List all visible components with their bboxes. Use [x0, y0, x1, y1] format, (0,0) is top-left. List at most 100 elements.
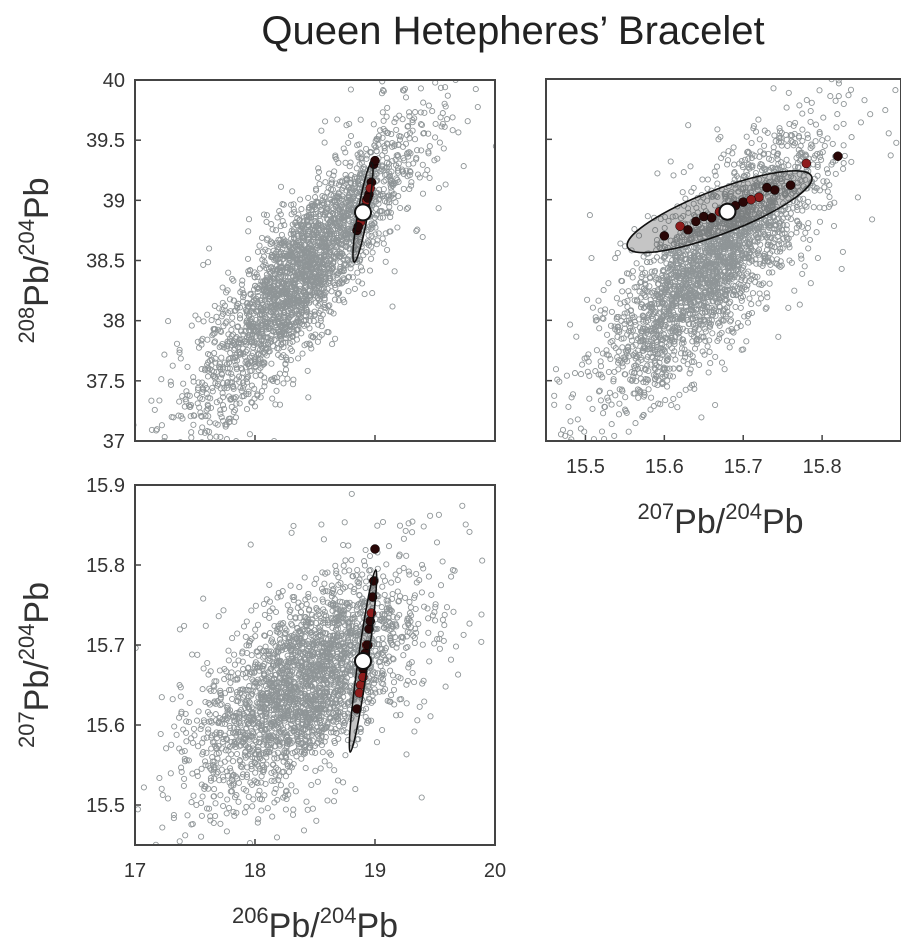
- cloud-point: [641, 280, 648, 287]
- cloud-point: [720, 151, 727, 158]
- cloud-point: [775, 333, 782, 340]
- cloud-point: [589, 405, 596, 412]
- cloud-point: [403, 167, 410, 174]
- cloud-point: [693, 313, 700, 320]
- cloud-point: [807, 179, 814, 187]
- sample-point: [370, 155, 380, 166]
- cloud-point: [636, 351, 643, 358]
- cloud-point: [699, 348, 706, 355]
- cloud-point: [313, 255, 320, 262]
- cloud-point: [198, 366, 205, 373]
- cloud-point: [812, 138, 819, 145]
- cloud-point: [204, 405, 211, 412]
- cloud-point: [388, 131, 395, 138]
- cloud-point: [670, 395, 677, 402]
- cloud-point: [205, 367, 212, 374]
- cloud-point: [623, 409, 630, 416]
- cloud-point: [388, 168, 395, 175]
- cloud-point: [492, 143, 495, 150]
- cloud-point: [758, 281, 765, 289]
- cloud-point: [420, 99, 427, 106]
- cloud-point: [268, 290, 275, 297]
- cloud-point: [275, 236, 282, 243]
- cloud-point: [685, 122, 692, 129]
- cloud-point: [665, 307, 672, 314]
- cloud-point: [722, 292, 730, 300]
- cloud-point: [638, 284, 645, 291]
- y-tick-label: 37: [103, 431, 125, 453]
- cloud-point: [765, 269, 773, 276]
- cloud-point: [593, 347, 600, 354]
- cloud-point: [764, 129, 771, 136]
- cloud-point: [188, 429, 195, 436]
- cloud-point: [245, 271, 253, 278]
- cloud-point: [893, 139, 900, 146]
- cloud-point: [811, 184, 818, 191]
- cloud-point: [738, 297, 745, 304]
- cloud-point: [378, 166, 385, 173]
- cloud-point: [290, 206, 297, 213]
- cloud-point: [764, 241, 771, 248]
- cloud-point: [672, 356, 679, 363]
- cloud-point: [748, 215, 755, 222]
- cloud-point: [748, 139, 755, 147]
- chart-title: Queen Hetepheres’ Bracelet: [261, 9, 764, 53]
- cloud-point: [750, 122, 757, 130]
- cloud-point: [135, 422, 137, 428]
- cloud-point: [227, 349, 234, 357]
- cloud-point: [663, 365, 670, 372]
- cloud-point: [761, 231, 768, 238]
- cloud-point: [747, 185, 754, 192]
- cloud-point: [665, 304, 672, 311]
- cloud-point: [273, 387, 280, 394]
- cloud-point: [783, 234, 790, 241]
- cloud-point: [308, 211, 315, 218]
- cloud-point: [725, 327, 732, 334]
- cloud-point: [282, 370, 289, 378]
- cloud-point: [365, 232, 372, 239]
- cloud-point: [686, 370, 693, 377]
- cloud-point: [736, 242, 743, 249]
- cloud-point: [794, 217, 801, 224]
- cloud-point: [296, 227, 303, 234]
- cloud-point: [243, 379, 251, 386]
- cloud-point: [324, 285, 331, 292]
- cloud-point: [840, 165, 847, 172]
- cloud-point: [318, 231, 325, 238]
- cloud-point: [326, 221, 333, 228]
- cloud-point: [693, 306, 700, 313]
- cloud-point: [318, 253, 325, 260]
- cloud-point: [614, 354, 621, 361]
- cloud-point: [592, 317, 599, 324]
- cloud-point: [229, 339, 236, 347]
- cloud-point: [140, 551, 145, 556]
- cloud-point: [260, 287, 267, 294]
- cloud-point: [262, 334, 269, 341]
- cloud-point: [233, 334, 240, 341]
- cloud-point: [503, 475, 508, 480]
- cloud-point: [652, 334, 659, 341]
- cloud-point: [318, 127, 325, 134]
- cloud-point: [410, 160, 417, 167]
- cloud-point: [639, 413, 646, 420]
- cloud-point: [308, 277, 315, 284]
- cloud-point: [425, 148, 432, 155]
- cloud-point: [709, 273, 716, 280]
- mean-marker-top-left: [354, 203, 372, 222]
- cloud-point: [605, 280, 612, 287]
- cloud-point: [384, 210, 391, 217]
- cloud-point: [268, 376, 275, 383]
- cloud-point: [599, 315, 606, 322]
- cloud-point: [840, 160, 847, 167]
- cloud-point: [172, 467, 177, 472]
- cloud-point: [303, 261, 310, 268]
- cloud-point: [176, 346, 183, 353]
- cloud-point: [286, 243, 293, 250]
- cloud-point: [198, 429, 205, 436]
- cloud-point: [756, 260, 763, 267]
- cloud-point: [383, 113, 390, 120]
- cloud-point: [647, 296, 654, 303]
- cloud-point: [206, 365, 213, 373]
- cloud-point: [375, 200, 382, 207]
